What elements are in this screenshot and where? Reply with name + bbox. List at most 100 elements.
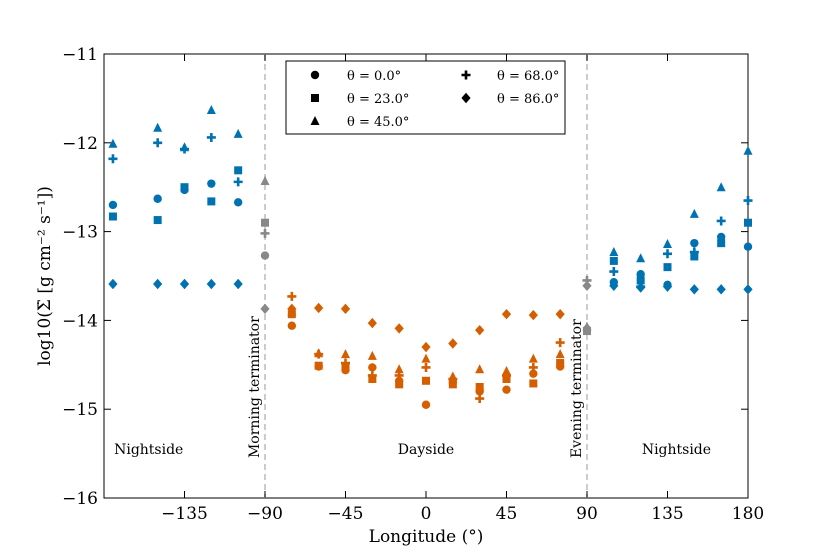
legend-label: θ = 86.0° xyxy=(497,92,559,107)
series-diamond xyxy=(108,278,753,353)
series-plus xyxy=(108,132,753,404)
y-tick-labels: −16 −15 −14 −13 −12 −11 xyxy=(62,45,98,509)
data-point-diamond xyxy=(609,280,619,291)
data-point-triangle xyxy=(582,321,592,331)
region-label: Nightside xyxy=(642,442,711,458)
data-point-triangle xyxy=(609,247,619,257)
y-tick-label: −15 xyxy=(62,400,98,420)
data-point-diamond xyxy=(582,280,592,291)
data-point-triangle xyxy=(689,208,699,218)
x-tick-label: 135 xyxy=(651,504,683,524)
data-point-square xyxy=(475,383,484,391)
x-tick-label: −90 xyxy=(247,504,283,524)
legend-marker-diamond xyxy=(461,92,471,104)
legend-marker-plus xyxy=(461,70,471,80)
x-tick-label: 0 xyxy=(421,504,432,524)
data-point-square xyxy=(395,380,404,389)
data-point-square xyxy=(636,276,645,285)
data-point-diamond xyxy=(394,323,404,334)
data-point-plus xyxy=(206,132,216,142)
data-point-diamond xyxy=(287,303,297,315)
data-point-triangle xyxy=(743,145,753,155)
x-tick-label: 180 xyxy=(732,504,764,524)
data-point-diamond xyxy=(340,303,351,315)
axis-ticks xyxy=(104,53,749,499)
data-point-diamond xyxy=(421,341,431,353)
data-point-diamond xyxy=(662,281,673,292)
data-point-triangle xyxy=(663,239,672,249)
data-point-triangle xyxy=(394,364,404,374)
data-point-triangle xyxy=(108,138,118,148)
y-tick-label: −13 xyxy=(62,223,98,243)
data-point-triangle xyxy=(153,122,163,132)
legend: θ = 0.0° θ = 68.0° θ = 23.0° θ = 86.0° θ = 4… xyxy=(285,60,566,135)
series-square xyxy=(108,166,752,391)
data-point-triangle xyxy=(367,350,377,360)
data-point-triangle xyxy=(636,253,646,263)
data-point-square xyxy=(234,166,243,175)
y-axis-title: log10(Σ̇ [g cm⁻² s⁻¹]) xyxy=(35,186,55,366)
data-point-plus xyxy=(475,394,485,404)
data-point-square xyxy=(108,212,117,221)
data-point-circle xyxy=(636,270,645,279)
data-point-diamond xyxy=(743,284,753,295)
series-circle xyxy=(108,179,753,409)
data-point-diamond xyxy=(314,302,324,314)
data-point-plus xyxy=(502,370,511,380)
x-tick-label: −135 xyxy=(161,504,208,524)
data-point-circle xyxy=(716,232,726,242)
data-point-square xyxy=(556,359,565,368)
data-point-plus xyxy=(528,362,538,372)
data-point-plus xyxy=(367,370,377,380)
data-point-triangle xyxy=(502,366,511,376)
data-point-diamond xyxy=(233,278,243,290)
data-point-plus xyxy=(663,249,672,259)
data-point-square xyxy=(314,361,323,370)
data-point-diamond xyxy=(206,278,216,290)
data-point-circle xyxy=(502,385,511,394)
data-point-diamond xyxy=(179,278,190,290)
region-label: Nightside xyxy=(114,442,183,458)
data-point-square xyxy=(744,218,752,227)
data-point-plus xyxy=(153,138,163,148)
data-point-plus xyxy=(743,196,753,206)
terminator-labels: Morning terminator Evening terminator xyxy=(247,316,585,458)
data-point-square xyxy=(153,216,162,225)
data-point-diamond xyxy=(528,309,538,321)
data-point-diamond xyxy=(501,308,512,320)
data-point-plus xyxy=(287,291,297,301)
data-point-triangle xyxy=(421,353,431,363)
data-point-triangle xyxy=(260,175,270,185)
data-point-circle xyxy=(153,194,162,203)
data-point-plus xyxy=(314,349,324,359)
x-tick-label: −45 xyxy=(328,504,364,524)
data-point-triangle xyxy=(206,104,216,114)
legend-marker-circle xyxy=(310,70,320,80)
data-point-triangle xyxy=(233,128,243,138)
y-tick-label: −12 xyxy=(62,134,98,154)
data-points xyxy=(108,104,753,409)
data-point-circle xyxy=(690,238,699,248)
data-point-square xyxy=(717,239,726,248)
data-point-square xyxy=(180,183,189,192)
legend-label: θ = 0.0° xyxy=(347,69,401,84)
y-tick-label: −11 xyxy=(62,45,98,65)
data-point-diamond xyxy=(367,317,377,329)
data-point-square xyxy=(609,256,618,265)
legend-label: θ = 23.0° xyxy=(347,92,409,107)
data-point-circle xyxy=(743,242,753,251)
data-point-circle xyxy=(368,363,377,372)
data-point-square xyxy=(207,197,216,206)
legend-label: θ = 45.0° xyxy=(347,115,409,130)
x-tick-labels: −135 −90 −45 0 45 90 135 180 xyxy=(161,504,764,524)
data-point-square xyxy=(422,376,430,385)
data-point-plus xyxy=(180,144,189,154)
data-point-plus xyxy=(233,177,243,187)
legend-box xyxy=(285,60,566,135)
data-point-square xyxy=(583,327,591,336)
data-point-square xyxy=(448,380,457,389)
data-point-circle xyxy=(207,179,216,188)
legend-label: θ = 68.0° xyxy=(497,69,559,84)
data-point-diamond xyxy=(555,308,565,320)
data-point-circle xyxy=(233,198,243,207)
